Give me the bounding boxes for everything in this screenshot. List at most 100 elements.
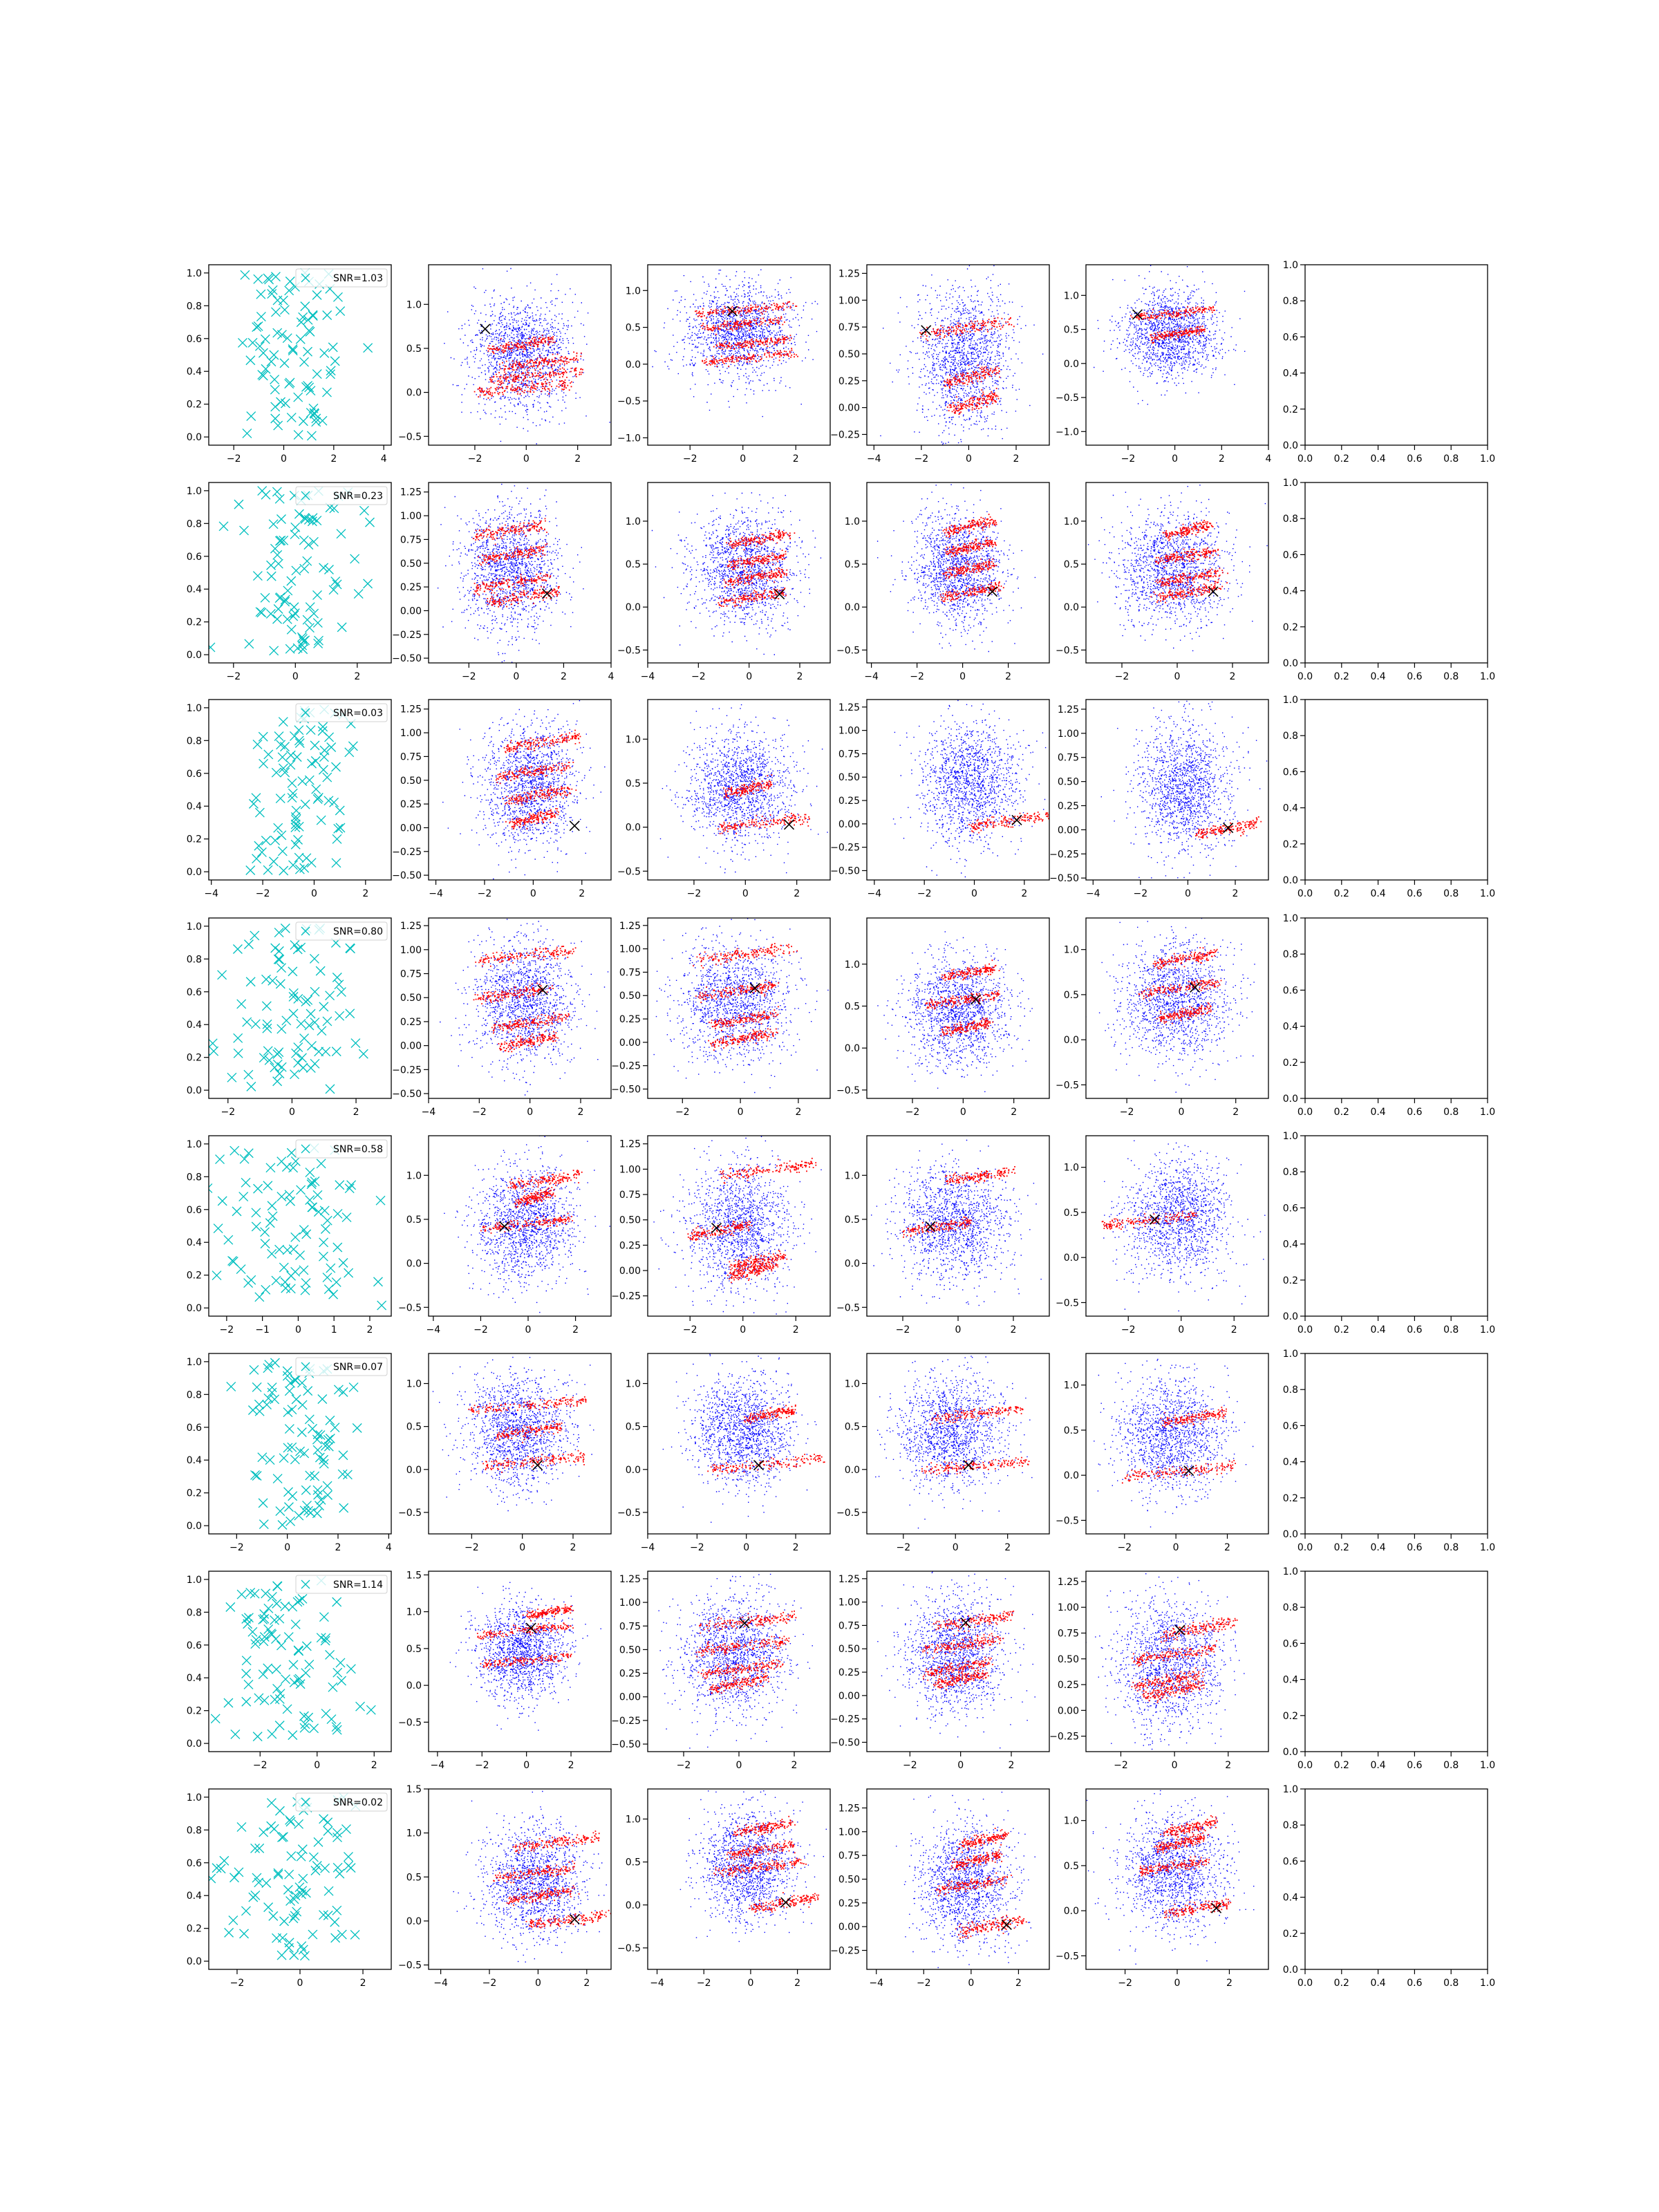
x-tick-label: 0 xyxy=(971,888,977,899)
trajectory-band xyxy=(933,1669,989,1691)
y-tick-label: 0.5 xyxy=(1064,325,1079,336)
panel-grid: −2 0 2 40.00.20.40.60.81.0 SNR=1.03−2 0 2−0.50… xyxy=(187,260,1495,1989)
x-tick-label: 0.2 xyxy=(1334,1324,1349,1335)
x-tick-label: −2 xyxy=(465,1542,479,1553)
y-tick-label: 0.2 xyxy=(1283,404,1298,415)
x-tick-label: −2 xyxy=(917,888,932,899)
cluster-marker xyxy=(276,514,286,524)
trajectory-band xyxy=(922,1633,1004,1659)
cluster-marker xyxy=(275,979,285,989)
cluster-marker xyxy=(268,519,279,529)
cluster-marker xyxy=(277,846,288,856)
cluster-marker xyxy=(277,752,288,762)
cluster-marker xyxy=(325,991,335,1001)
cluster-marker xyxy=(299,535,309,545)
cluster-marker xyxy=(251,793,261,803)
cluster-marker xyxy=(303,346,313,357)
cluster-marker xyxy=(336,987,346,997)
cluster-marker xyxy=(325,1650,335,1660)
cluster-marker xyxy=(273,420,283,431)
plot-area xyxy=(662,1353,830,1523)
x-tick-label: 2 xyxy=(1219,453,1225,465)
cluster-marker xyxy=(348,741,358,751)
trajectory-band xyxy=(748,1892,820,1913)
cluster-marker xyxy=(308,1423,318,1434)
legend-snr-label: SNR=1.14 xyxy=(333,1580,383,1591)
plot-area xyxy=(653,918,829,1094)
trajectory-band xyxy=(726,529,796,551)
cluster-marker xyxy=(363,343,373,353)
legend-box xyxy=(295,1139,388,1159)
cluster-marker xyxy=(291,1048,301,1058)
y-tick-label: 1.0 xyxy=(1064,945,1079,956)
cluster-marker xyxy=(270,543,280,554)
y-tick-label: 0.50 xyxy=(619,1644,641,1656)
cluster-marker xyxy=(332,1597,342,1607)
cluster-marker xyxy=(254,1877,264,1888)
axes-frame xyxy=(866,699,1050,881)
point-cloud xyxy=(877,484,1036,653)
cluster-marker xyxy=(299,863,310,873)
cluster-marker xyxy=(294,509,304,519)
cluster-marker xyxy=(264,1360,274,1370)
cluster-marker xyxy=(299,1448,310,1459)
y-tick-label: 1.0 xyxy=(1064,516,1079,527)
cluster-marker xyxy=(288,611,299,621)
x-tick-label: 0 xyxy=(736,1760,742,1771)
x-tick-label: 0.2 xyxy=(1334,453,1349,465)
y-tick-label: −0.50 xyxy=(392,870,422,881)
center-marker xyxy=(1211,1902,1222,1913)
y-tick-label: −0.25 xyxy=(392,1065,422,1076)
cluster-marker xyxy=(350,1038,361,1049)
cluster-marker xyxy=(290,1620,301,1629)
cluster-marker xyxy=(289,1950,299,1960)
x-tick-label: 2 xyxy=(791,1760,798,1771)
cluster-marker xyxy=(359,505,369,516)
x-tick-label: 2 xyxy=(1011,1324,1017,1335)
center-marker xyxy=(986,586,998,597)
y-tick-label: −0.5 xyxy=(836,1508,860,1519)
cluster-marker xyxy=(332,1725,342,1735)
x-tick-label: 4 xyxy=(381,453,387,465)
y-tick-label: 0.25 xyxy=(838,1898,860,1909)
cluster-marker xyxy=(274,955,285,965)
cluster-marker xyxy=(290,823,301,832)
x-tick-label: −2 xyxy=(220,1324,234,1335)
cluster-marker xyxy=(321,1047,331,1057)
y-tick-label: 0.4 xyxy=(187,1673,202,1684)
trajectory-band xyxy=(514,1187,556,1208)
cluster-marker xyxy=(297,1378,307,1388)
y-tick-label: 0.2 xyxy=(1283,1493,1298,1504)
cluster-marker xyxy=(275,794,285,804)
cluster-marker xyxy=(287,1442,297,1452)
y-tick-label: 0.25 xyxy=(619,1669,641,1680)
cluster-marker xyxy=(270,1062,280,1073)
cluster-marker xyxy=(252,1732,263,1742)
y-tick-label: 0.8 xyxy=(1283,1167,1298,1178)
cluster-marker xyxy=(298,1944,308,1955)
y-tick-label: 0.0 xyxy=(1064,1035,1079,1046)
cluster-marker xyxy=(290,1454,300,1465)
y-tick-label: 1.0 xyxy=(406,1170,422,1181)
point-cloud xyxy=(877,931,1033,1092)
cluster-marker xyxy=(299,563,310,574)
cluster-marker xyxy=(288,988,299,998)
y-tick-label: 0.0 xyxy=(1283,1311,1298,1322)
cluster-marker xyxy=(257,370,268,379)
cluster-marker xyxy=(299,636,309,646)
y-tick-label: 0.5 xyxy=(845,1001,860,1012)
legend-box xyxy=(295,486,388,505)
cluster-marker xyxy=(286,1147,297,1158)
point-cloud xyxy=(442,700,606,880)
panel-r4-c3: −2 0 2 −0.50 −0.25 0.00 0.25 0.50 0.75 1.00 1.25 xyxy=(611,917,831,1118)
x-tick-label: 0.8 xyxy=(1443,1760,1459,1771)
y-tick-label: 0.0 xyxy=(1283,658,1298,669)
cluster-marker xyxy=(258,1498,268,1508)
x-tick-label: −2 xyxy=(1134,888,1148,899)
cluster-marker xyxy=(252,1471,262,1481)
cluster-marker xyxy=(261,1001,272,1011)
point-cloud xyxy=(1100,700,1268,879)
trajectory-band xyxy=(922,1656,993,1681)
cluster-marker xyxy=(348,1382,359,1392)
trajectory-band xyxy=(1150,326,1206,344)
